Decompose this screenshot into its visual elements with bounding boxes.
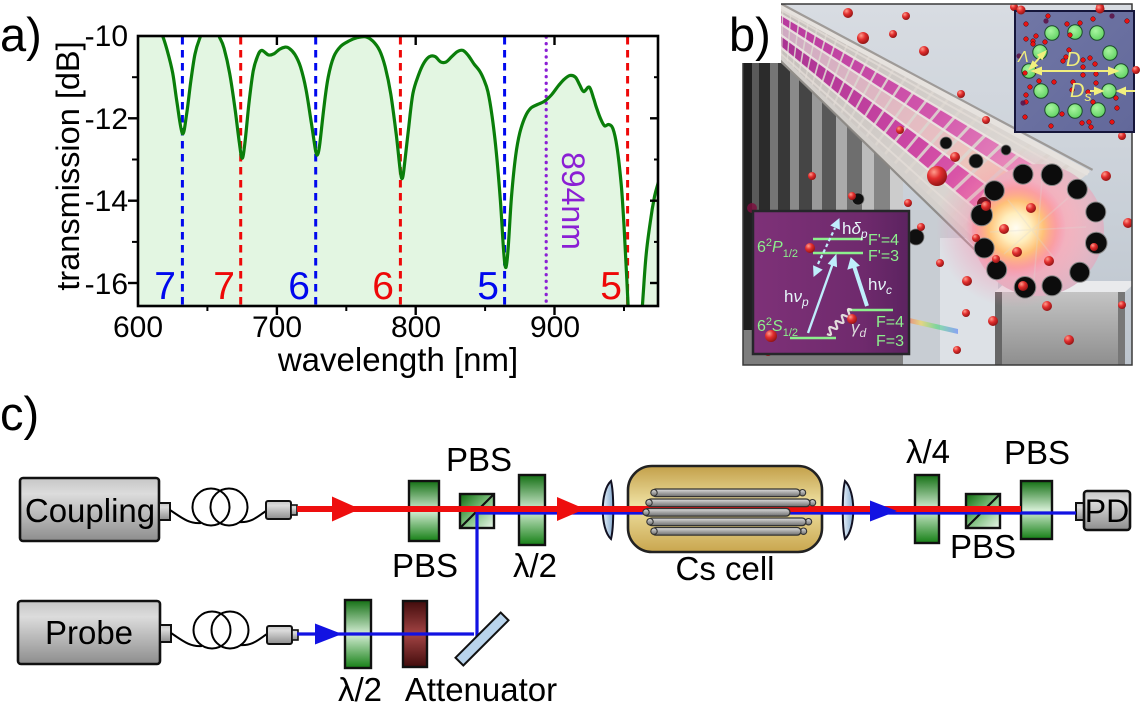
- svg-text:c): c): [0, 387, 39, 440]
- svg-text:Attenuator: Attenuator: [405, 671, 557, 703]
- svg-text:6: 6: [288, 265, 310, 308]
- svg-text:-10: -10: [85, 20, 128, 53]
- svg-text:PBS: PBS: [1004, 434, 1070, 471]
- svg-text:a): a): [0, 8, 42, 61]
- svg-text:PBS: PBS: [950, 528, 1016, 565]
- svg-text:PBS: PBS: [392, 547, 458, 584]
- svg-text:Λ: Λ: [1017, 49, 1029, 66]
- svg-text:Cs cell: Cs cell: [675, 550, 774, 587]
- svg-text:PBS: PBS: [446, 441, 512, 478]
- svg-text:Probe: Probe: [45, 614, 133, 651]
- svg-text:λ/2: λ/2: [513, 547, 557, 584]
- svg-text:600: 600: [113, 311, 163, 344]
- svg-text:-16: -16: [85, 268, 128, 301]
- svg-text:5: 5: [600, 265, 622, 308]
- svg-text:6: 6: [372, 265, 394, 308]
- svg-text:-14: -14: [85, 185, 128, 218]
- svg-text:900: 900: [530, 311, 580, 344]
- svg-text:λ/2: λ/2: [338, 671, 382, 703]
- svg-text:F'=4: F'=4: [868, 232, 899, 249]
- svg-text:7: 7: [213, 265, 235, 308]
- svg-text:894nm: 894nm: [555, 152, 591, 250]
- svg-text:F=3: F=3: [876, 333, 904, 350]
- svg-text:-12: -12: [85, 103, 128, 136]
- svg-text:700: 700: [252, 311, 302, 344]
- svg-text:λ/4: λ/4: [906, 433, 950, 470]
- svg-text:wavelength [nm]: wavelength [nm]: [277, 341, 518, 378]
- svg-text:PD: PD: [1085, 493, 1129, 529]
- svg-text:D: D: [1066, 49, 1080, 71]
- svg-text:b): b): [729, 8, 771, 61]
- svg-text:800: 800: [391, 311, 441, 344]
- svg-text:Coupling: Coupling: [25, 492, 155, 529]
- svg-text:F=4: F=4: [876, 314, 904, 331]
- svg-text:7: 7: [154, 265, 176, 308]
- svg-text:transmission [dB]: transmission [dB]: [50, 41, 86, 290]
- svg-text:5: 5: [477, 265, 499, 308]
- svg-text:F'=3: F'=3: [868, 248, 899, 265]
